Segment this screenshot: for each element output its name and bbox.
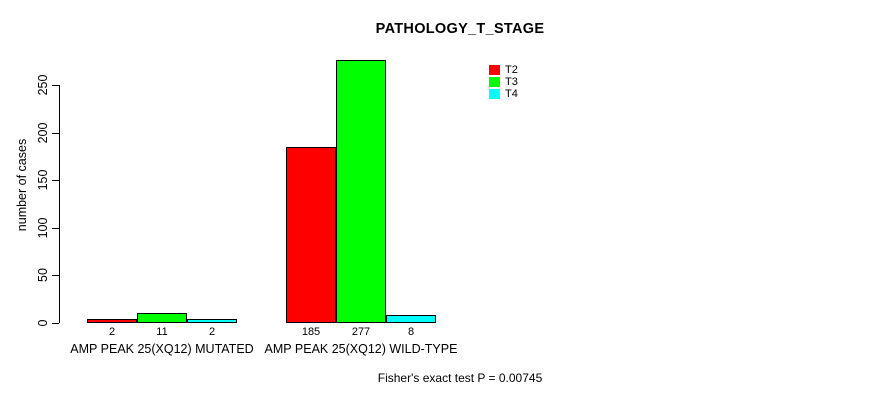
bar-t4-group2 — [386, 315, 436, 323]
stat-annotation: Fisher's exact test P = 0.00745 — [377, 371, 543, 385]
bar-t4-group1 — [187, 319, 237, 323]
legend-item-t4: T4 — [489, 88, 518, 100]
legend-swatch-t2 — [489, 65, 500, 75]
legend-swatch-t3 — [489, 77, 500, 87]
y-axis-tick — [52, 275, 59, 276]
bar-t2-group1 — [87, 319, 137, 323]
bar-t3-group1 — [137, 313, 187, 323]
y-axis-tick — [52, 85, 59, 86]
bar-value-label: 185 — [301, 326, 321, 338]
y-axis-tick — [52, 180, 59, 181]
y-axis-line — [59, 85, 60, 323]
legend-label: T4 — [505, 88, 518, 100]
category-label: AMP PEAK 25(XQ12) WILD-TYPE — [264, 342, 458, 356]
y-axis-tick — [52, 227, 59, 229]
bar-t3-group2 — [336, 60, 386, 323]
legend-label: T3 — [505, 76, 518, 88]
bar-value-label: 2 — [208, 326, 216, 338]
bar-value-label: 2 — [108, 326, 116, 338]
y-axis-tick-label: 0 — [36, 319, 50, 326]
bar-t2-group2 — [286, 147, 336, 323]
legend: T2 T3 T4 — [489, 64, 518, 100]
legend-item-t2: T2 — [489, 64, 518, 76]
y-axis-tick-label: 200 — [36, 122, 50, 143]
chart-title: PATHOLOGY_T_STAGE — [375, 21, 545, 37]
legend-item-t3: T3 — [489, 76, 518, 88]
y-axis-tick — [52, 322, 59, 324]
bar-value-label: 11 — [156, 326, 168, 338]
y-axis-tick-label: 250 — [36, 74, 50, 96]
legend-swatch-t4 — [489, 89, 500, 99]
bar-value-label: 277 — [351, 326, 371, 338]
bar-value-label: 8 — [407, 326, 415, 338]
legend-label: T2 — [505, 64, 518, 76]
y-axis-tick — [52, 132, 59, 134]
category-label: AMP PEAK 25(XQ12) MUTATED — [70, 342, 254, 356]
y-axis-tick-label: 100 — [36, 217, 50, 238]
y-axis-label: number of cases — [15, 138, 29, 232]
y-axis-tick-label: 150 — [36, 169, 50, 191]
y-axis-tick-label: 50 — [36, 268, 50, 282]
